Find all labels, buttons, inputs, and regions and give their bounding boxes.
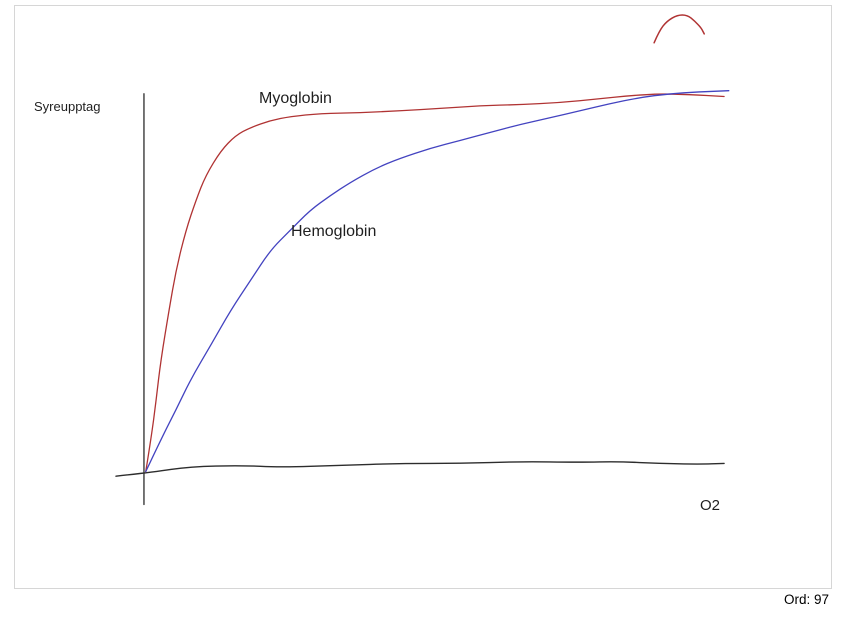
word-count-status[interactable]: Ord: 97 xyxy=(783,592,829,607)
x-axis-line-stroke xyxy=(115,461,725,477)
Myoglobin-stroke xyxy=(145,93,725,473)
hemoglobin-series-label: Hemoglobin xyxy=(291,223,377,240)
drawing-svg xyxy=(115,14,730,506)
drawing-canvas[interactable]: Syreupptag Myoglobin Hemoglobin O2 xyxy=(14,5,832,589)
x-axis-label: O2 xyxy=(700,497,721,514)
red-scribble-top-right-stroke xyxy=(653,14,705,44)
y-axis-label: Syreupptag xyxy=(34,99,101,114)
Hemoglobin-stroke xyxy=(145,90,730,473)
myoglobin-series-label: Myoglobin xyxy=(259,90,332,107)
